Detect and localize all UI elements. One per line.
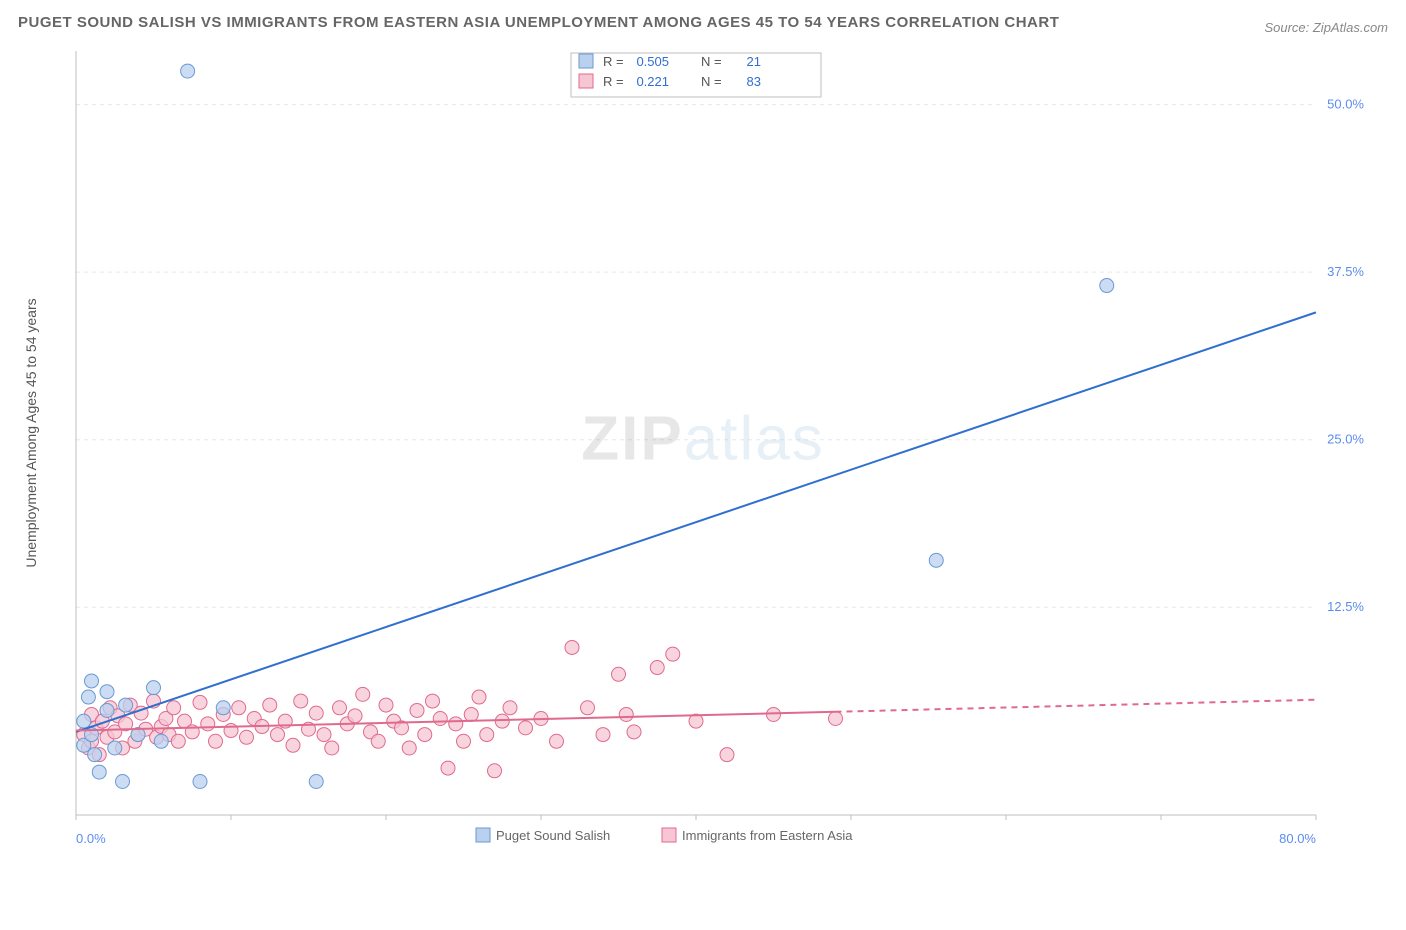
svg-text:25.0%: 25.0%	[1327, 431, 1364, 446]
scatter-chart: 12.5% 25.0% 37.5% 50.0% 0.0% 80.0% R = 0.505 N =…	[18, 41, 1388, 871]
svg-text:37.5%: 37.5%	[1327, 264, 1364, 279]
chart-area: 12.5% 25.0% 37.5% 50.0% 0.0% 80.0% R = 0.505 N =…	[18, 41, 1388, 871]
svg-text:21: 21	[747, 54, 761, 69]
svg-text:50.0%: 50.0%	[1327, 96, 1364, 111]
svg-text:N =: N =	[701, 54, 722, 69]
svg-text:N =: N =	[701, 74, 722, 89]
svg-text:80.0%: 80.0%	[1279, 831, 1316, 846]
source-label: Source: ZipAtlas.com	[1264, 20, 1388, 35]
svg-text:R =: R =	[603, 74, 624, 89]
svg-text:0.221: 0.221	[636, 74, 669, 89]
svg-text:Unemployment Among Ages 45 to: Unemployment Among Ages 45 to 54 years	[23, 298, 39, 567]
chart-title: PUGET SOUND SALISH VS IMMIGRANTS FROM EA…	[18, 12, 1059, 35]
svg-text:83: 83	[747, 74, 761, 89]
svg-text:0.505: 0.505	[636, 54, 669, 69]
svg-text:Immigrants from Eastern Asia: Immigrants from Eastern Asia	[682, 828, 853, 843]
svg-text:12.5%: 12.5%	[1327, 599, 1364, 614]
svg-text:R =: R =	[603, 54, 624, 69]
svg-text:0.0%: 0.0%	[76, 831, 106, 846]
svg-text:Puget Sound Salish: Puget Sound Salish	[496, 828, 610, 843]
